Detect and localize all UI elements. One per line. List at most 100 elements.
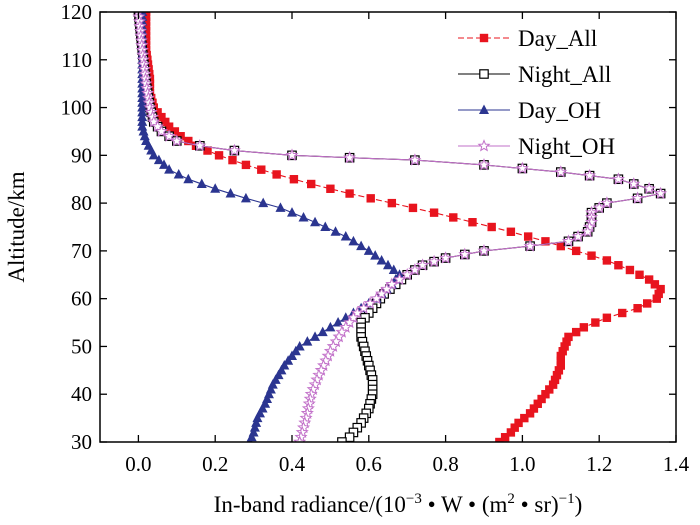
series-marker <box>241 160 251 170</box>
series-marker <box>614 261 623 270</box>
series-marker <box>289 175 299 184</box>
series-marker <box>408 153 422 166</box>
series-marker <box>137 92 148 102</box>
series-marker <box>477 244 491 257</box>
axes: 0.0 0.2 0.4 0.6 0.8 1.0 1.2 1.4 30 40 50 60 70 80 90 10… <box>61 0 690 476</box>
x-tick-label: 0.0 <box>125 452 151 476</box>
series-marker <box>137 97 148 107</box>
series-marker <box>173 168 184 179</box>
x-axis-title-part: In-band radiance/(10 <box>214 492 406 517</box>
series-marker <box>587 251 596 260</box>
series-marker <box>369 291 383 305</box>
series-marker <box>137 111 148 122</box>
series-marker <box>310 216 321 227</box>
series-marker <box>500 433 510 442</box>
series-line <box>141 12 401 442</box>
series-marker <box>137 116 148 126</box>
series-marker <box>151 119 165 133</box>
series-marker <box>439 251 453 264</box>
series-marker <box>285 148 299 161</box>
series-marker <box>387 198 397 208</box>
series-marker <box>525 409 535 418</box>
series-marker <box>479 69 489 79</box>
series-marker <box>287 207 297 217</box>
series-marker <box>633 304 642 313</box>
series-marker <box>656 284 665 294</box>
y-tick-label: 90 <box>71 143 92 167</box>
y-tick-label: 100 <box>61 96 93 120</box>
series-marker <box>571 229 585 243</box>
series-marker <box>170 127 180 136</box>
y-tick-label: 30 <box>71 430 92 454</box>
series-marker <box>523 239 537 252</box>
series-marker <box>552 370 562 380</box>
series-marker <box>141 26 151 36</box>
series-marker <box>541 390 550 399</box>
x-axis-title-superscript: 2 <box>507 491 515 507</box>
x-axis-title-superscript: −3 <box>406 491 422 507</box>
series-marker <box>339 320 353 333</box>
series-marker <box>654 186 668 200</box>
series-marker <box>154 124 168 138</box>
legend-item-night-all: Night_All <box>458 62 611 87</box>
series-marker <box>592 201 606 214</box>
series-marker <box>650 280 660 289</box>
series-marker <box>468 218 477 227</box>
series-marker <box>579 323 589 332</box>
plot-series-group <box>132 12 668 442</box>
y-tick-label: 40 <box>71 382 92 406</box>
series-marker <box>257 165 266 174</box>
y-tick-label: 110 <box>61 48 92 72</box>
series-marker <box>554 165 568 178</box>
series-marker <box>581 224 595 238</box>
series-marker <box>228 155 237 165</box>
series-marker <box>225 188 236 198</box>
series-marker <box>307 179 316 189</box>
series-marker <box>602 313 612 322</box>
x-axis-title: In-band radiance/(10−3 • W • (m2 • sr)−1… <box>214 491 583 517</box>
series-marker <box>560 342 569 351</box>
series-marker <box>627 177 641 190</box>
y-tick-label: 120 <box>61 0 93 24</box>
series-marker <box>631 191 645 204</box>
series-marker <box>183 173 194 184</box>
series-marker <box>184 136 193 146</box>
series-marker <box>562 337 571 346</box>
series-marker <box>642 181 656 195</box>
legend: Day_All Night_All Day_OH Night_OH <box>458 26 615 159</box>
series-marker <box>541 237 550 246</box>
x-tick-label: 1.2 <box>586 452 612 476</box>
series-marker <box>326 184 335 193</box>
legend-item-night-oh: Night_OH <box>458 134 615 159</box>
series-marker <box>164 164 175 174</box>
series-marker <box>302 336 313 346</box>
series-marker <box>293 435 307 442</box>
series-marker <box>408 263 422 276</box>
series-marker <box>153 154 164 165</box>
series-marker <box>515 161 529 174</box>
series-marker <box>654 289 663 299</box>
series-marker <box>537 394 546 404</box>
series-marker <box>323 344 337 357</box>
series-marker <box>314 363 328 376</box>
series-marker <box>330 226 341 236</box>
series-marker <box>529 404 539 413</box>
series-marker <box>506 227 516 236</box>
series-marker <box>370 250 381 260</box>
series-marker <box>210 183 221 193</box>
series-marker <box>495 437 504 442</box>
series-marker <box>141 17 151 26</box>
series-marker <box>520 413 529 423</box>
series-marker <box>602 256 612 265</box>
series-marker <box>332 330 346 343</box>
plot-frame <box>99 11 677 443</box>
series-marker <box>400 267 414 281</box>
series-marker <box>148 149 159 160</box>
series-marker <box>583 168 597 182</box>
series-marker <box>326 339 340 353</box>
series-marker <box>141 22 151 31</box>
series-marker <box>193 138 207 152</box>
series-marker <box>157 112 166 122</box>
legend-item-day-all: Day_All <box>458 26 597 51</box>
